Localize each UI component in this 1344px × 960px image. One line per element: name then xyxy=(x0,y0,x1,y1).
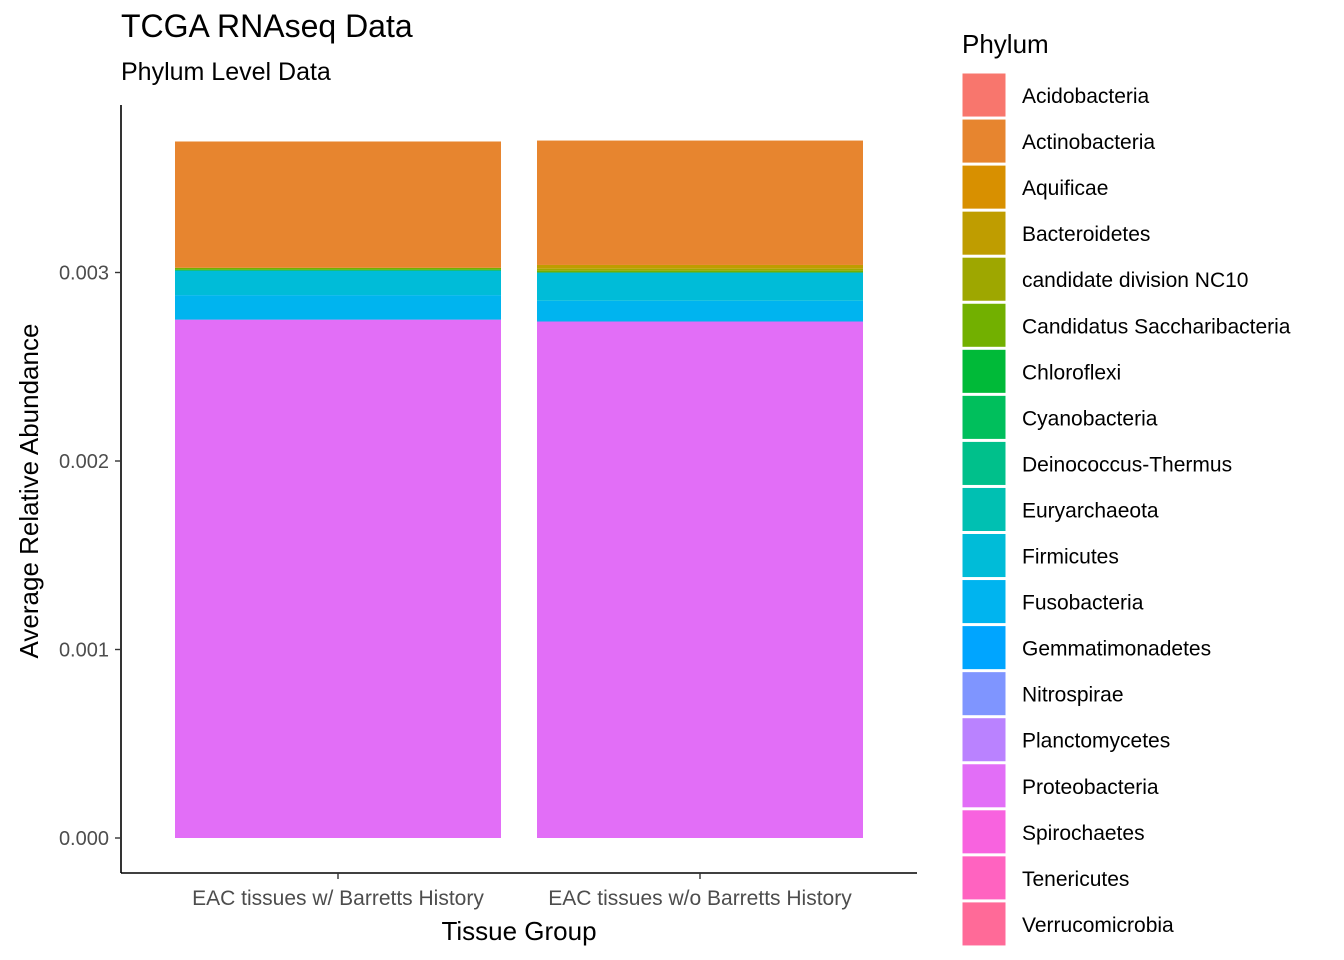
bar-segment-chloroflexi xyxy=(175,269,501,271)
y-tick-label: 0.003 xyxy=(59,263,109,285)
x-axis-title: Tissue Group xyxy=(441,916,596,946)
legend-label: Cyanobacteria xyxy=(1022,407,1158,430)
bar-segment-actinobacteria xyxy=(537,140,863,265)
legend-key xyxy=(961,72,1007,118)
legend-key xyxy=(961,625,1007,671)
legend-label: Euryarchaeota xyxy=(1022,499,1159,522)
chart-title: TCGA RNAseq Data xyxy=(121,8,413,44)
bar-segment-firmicutes xyxy=(537,272,863,301)
legend-label: Planctomycetes xyxy=(1022,730,1170,753)
legend-label: Spirochaetes xyxy=(1022,822,1145,845)
bar-segment-proteobacteria xyxy=(175,319,501,838)
x-tick-label: EAC tissues w/ Barretts History xyxy=(192,887,484,910)
bar-segment-candidatus-saccharibacteria xyxy=(537,270,863,273)
legend-label: Tenericutes xyxy=(1022,868,1129,891)
x-tick-label: EAC tissues w/o Barretts History xyxy=(548,887,852,910)
legend-key xyxy=(961,118,1007,164)
axes-layer: 0.000 0.001 0.002 0.003 EAC tissues w/ Barre… xyxy=(14,105,917,946)
bar-segment-firmicutes xyxy=(175,270,501,296)
legend-key xyxy=(961,763,1007,809)
legend-key xyxy=(961,809,1007,855)
legend-key xyxy=(961,348,1007,394)
legend-label: Actinobacteria xyxy=(1022,131,1155,154)
legend-label: Proteobacteria xyxy=(1022,776,1159,799)
y-tick-label: 0.001 xyxy=(59,640,109,662)
legend-label: Acidobacteria xyxy=(1022,85,1150,108)
y-tick-label: 0.000 xyxy=(59,828,109,850)
legend-title: Phylum xyxy=(962,29,1049,59)
legend-key xyxy=(961,486,1007,533)
legend-label: Candidatus Saccharibacteria xyxy=(1022,315,1291,338)
legend-key xyxy=(961,579,1007,625)
legend-label: Nitrospirae xyxy=(1022,684,1124,707)
chart-subtitle: Phylum Level Data xyxy=(121,58,331,86)
legend-key xyxy=(961,855,1007,901)
legend-key xyxy=(961,210,1007,256)
bar-segment-fusobacteria xyxy=(537,300,863,322)
legend-key xyxy=(961,440,1007,486)
legend-key xyxy=(961,302,1007,348)
legend-key xyxy=(961,394,1007,440)
legend-label: Verrucomicrobia xyxy=(1022,914,1174,937)
bars-layer xyxy=(175,140,863,838)
legend-label: Fusobacteria xyxy=(1022,592,1144,615)
legend-label: Chloroflexi xyxy=(1022,361,1121,384)
bar-segment-proteobacteria xyxy=(537,321,863,838)
bar-segment-fusobacteria xyxy=(175,295,501,320)
legend-label: Bacteroidetes xyxy=(1022,223,1150,246)
bar-segment-actinobacteria xyxy=(175,141,501,268)
bar-segment-bacteroidetes xyxy=(537,264,863,269)
y-tick-label: 0.002 xyxy=(59,451,109,473)
legend-label: Aquificae xyxy=(1022,177,1108,200)
legend-key xyxy=(961,164,1007,210)
legend-key xyxy=(961,901,1007,947)
legend-key xyxy=(961,256,1007,302)
legend-layer: Acidobacteria Actinobacteria Aquificae Bact… xyxy=(961,72,1291,947)
legend-label: Gemmatimonadetes xyxy=(1022,638,1211,661)
legend-key xyxy=(961,717,1007,763)
legend-key xyxy=(961,671,1007,717)
legend-label: candidate division NC10 xyxy=(1022,269,1248,292)
legend-label: Firmicutes xyxy=(1022,546,1119,569)
bar-segment-candidatus-saccharibacteria xyxy=(175,267,501,270)
bar-segment-candidate-division-nc10 xyxy=(537,268,863,271)
legend-label: Deinococcus-Thermus xyxy=(1022,453,1232,476)
legend-key xyxy=(961,533,1007,579)
y-axis-title: Average Relative Abundance xyxy=(14,324,44,659)
